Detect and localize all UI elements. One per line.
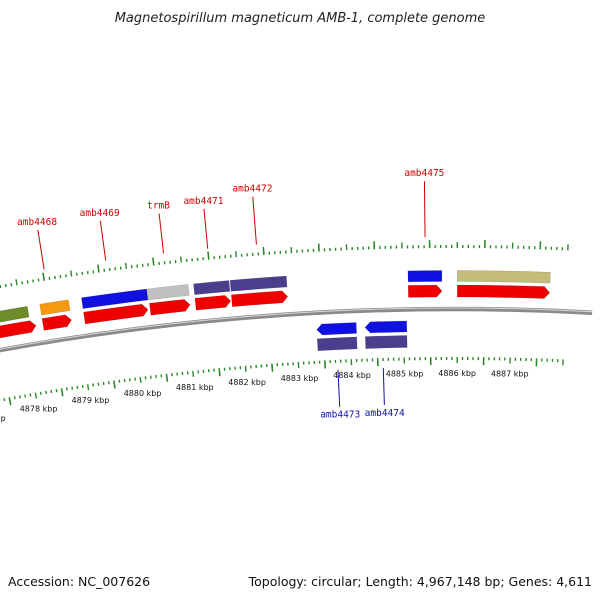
outer-tick [10,283,13,287]
backbone-highlight [0,307,593,350]
gene-feature [407,270,443,283]
gene-feature [0,305,30,323]
scale-labels: 4877 kbp 4878 kbp 4879 kbp 4880 kbp 4881 kbp… [0,369,529,423]
map-title: Magnetospirillum magneticum AMB-1, compl… [115,11,486,26]
gene-label-leader [423,181,426,238]
cds-feature [194,295,232,311]
gene-label-leader [158,213,165,254]
outer-tick [21,281,24,285]
outer-tick [262,247,265,256]
genome-backbone [0,306,593,353]
gene-feature [229,275,288,292]
gene-feature [193,280,231,296]
outer-tick [97,264,100,273]
scale-label: 4877 kbp [0,414,6,423]
inner-tick [139,376,142,384]
inner-tick [34,392,38,399]
accession-text: Accession: NC_007626 [8,574,150,589]
scale-label: 4881 kbp [176,383,214,392]
inner-tick [29,393,32,397]
cds-feature [364,335,408,349]
gene-feature [146,284,190,301]
gene-label-leader [203,208,209,249]
outer-tick [124,262,128,269]
scale-label: 4885 kbp [386,370,424,379]
gene-label-leader [252,196,257,245]
outer-tick [4,284,7,288]
inner-tick [218,368,221,377]
gene-feature [316,322,357,336]
outer-tick [70,270,73,277]
cds-feature [83,303,149,325]
outer-tick [15,279,18,286]
inner-tick [24,394,27,398]
cds-feature [456,284,551,299]
cds-feature [41,314,72,331]
gene-label-amb4474: amb4474 [365,408,405,419]
cds-feature [149,299,191,316]
cds-feature [407,284,443,298]
inner-tick [8,397,12,406]
inner-tick [39,391,42,395]
gene-label-amb4475: amb4475 [404,168,444,179]
outer-tick [152,257,155,266]
inner-tick [192,370,195,377]
scale-label: 4883 kbp [281,374,319,383]
backbone-arc [0,306,593,353]
cds-feature [230,290,289,308]
gene-label-amb4472: amb4472 [232,184,272,195]
inner-tick [271,363,274,372]
feature-tracks [0,270,551,352]
gene-label-amb4471: amb4471 [183,196,223,207]
scale-label: 4879 kbp [72,396,110,405]
gene-label-trmb: trmB [147,201,170,212]
scale-label: 4880 kbp [124,389,162,398]
cds-feature [316,336,358,352]
scale-label: 4884 kbp [333,371,371,380]
scale-label: 4882 kbp [228,378,266,387]
inner-tick [60,388,64,397]
inner-tick [165,373,169,382]
gene-label-leader [37,229,45,270]
outer-tick [179,256,182,263]
gene-feature [364,320,408,334]
gene-label-amb4468: amb4468 [17,217,57,228]
outer-tick [235,251,238,258]
outer-tick [42,272,46,281]
cds-feature [0,320,37,339]
inner-tick [244,365,247,372]
gene-label-amb4473: amb4473 [320,410,360,421]
outer-tick [207,251,210,260]
inner-tick-ring [0,356,564,406]
outer-tick [0,284,2,289]
scale-label: 4887 kbp [491,370,529,379]
scale-label: 4886 kbp [438,369,476,378]
gene-label-amb4469: amb4469 [80,208,120,219]
inner-tick [13,396,16,400]
gene-feature [39,299,71,316]
inner-tick [86,384,90,391]
gene-label-leader [337,369,341,407]
inner-tick [3,398,6,402]
gene-label-leader [99,220,107,261]
gene-labels: amb4467amb4468amb4469trmBamb4471amb4472a… [17,168,444,421]
scale-label: 4878 kbp [20,404,58,413]
outer-tick-ring [0,240,569,289]
gene-label-leader [382,368,385,406]
inner-tick [19,395,21,399]
topology-text: Topology: circular; Length: 4,967,148 bp… [248,574,592,589]
inner-tick [113,380,116,389]
gene-feature [456,270,551,284]
